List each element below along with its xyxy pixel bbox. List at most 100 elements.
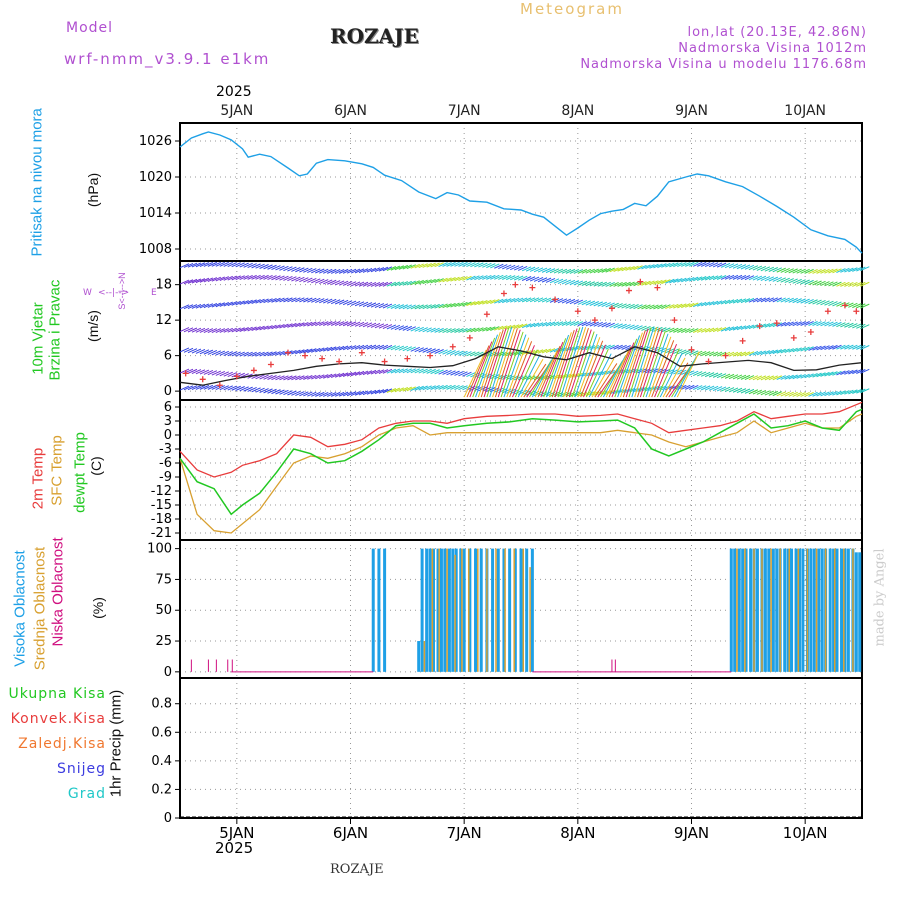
wind-barb [681,303,691,309]
wind-barb [414,347,424,353]
wind-barb [569,321,580,326]
cloud-bar [467,548,470,672]
wind-barb [243,351,253,357]
wind-barb [191,278,202,284]
wind-barb [203,349,214,355]
cloud-bar [529,567,531,672]
cloud-bar [207,659,209,672]
wind-barb [669,327,679,333]
wind-barb [808,391,818,397]
wind-barb [545,321,556,327]
wind-barb [677,303,687,309]
wind-barb [283,275,293,281]
wind-barb [422,262,432,268]
wind-barb [382,324,393,329]
wind-barb [689,276,699,282]
wind-barb [330,280,341,286]
wind-barb [311,297,321,303]
wind-barb [804,346,814,352]
wind-barb [828,344,838,350]
wind-barb [438,262,448,268]
wind-barb [494,351,504,357]
wind-barb [223,385,233,391]
cloud-bar [504,548,506,672]
cloud-bar [231,659,233,672]
cloud-bar [741,548,745,672]
wind-barb [418,347,428,353]
wind-barb [677,349,687,355]
wind-barb [438,303,448,309]
wind-barb [187,304,198,310]
wind-barb [776,267,786,273]
wind-barb [394,265,405,271]
wind-barb [772,375,782,381]
wind-barb [764,266,775,272]
wind-barb [374,369,385,375]
wind-barb [239,275,249,281]
wind-barb [462,275,472,281]
wind-barb [600,360,623,398]
wind-barb [434,327,444,333]
wind-barb [617,335,641,398]
wind-barb [812,299,822,305]
cloud-bar [496,548,500,672]
wind-barb [796,268,806,274]
cloud-bar [812,548,816,672]
wind-barb [211,276,222,282]
wind-barb [796,391,806,397]
wind-barb [840,322,850,328]
wind-barb [589,321,599,327]
wind-barb [374,281,385,287]
wind-barb [816,321,826,327]
wind-barb [665,304,675,309]
wind-barb [474,262,484,268]
cloud-bar [840,548,844,672]
wind-barb [788,297,798,303]
wind-barb [605,344,615,350]
wind-barb [832,268,842,274]
wind-barb [191,348,202,354]
wind-barb [716,299,727,305]
wind-barb [772,297,782,303]
wind-barb [191,262,202,268]
wind-barb [792,391,802,397]
cloud-bar [438,548,440,672]
wind-barb [736,388,747,394]
wind-barb [824,345,834,350]
wind-barb [283,375,293,381]
wind-barb [502,298,512,304]
wind-barb [545,268,556,274]
wind-barb [609,323,619,328]
wind-barb [760,276,771,281]
wind-barb [283,390,293,396]
wind-barb [195,303,206,309]
wind-barb [848,281,858,287]
wind-barb [533,391,544,397]
cloud-bar [749,548,753,672]
wind-barb [434,349,444,354]
wind-barb [609,267,619,273]
wind-barb [362,302,373,307]
wind-barb [852,303,862,309]
wind-barb [315,278,325,284]
wind-barb [521,323,532,329]
wind-barb [661,279,671,285]
wind-barb [330,268,341,274]
gust-marker [449,343,456,350]
wind-barb [557,391,568,397]
wind-barb [856,303,866,309]
wind-barb [430,348,440,354]
wind-barb [689,261,699,267]
wind-barb [589,268,599,274]
wind-barb [704,372,715,378]
wind-barb [394,281,405,287]
wind-barb [756,275,767,281]
wind-barb [346,391,357,397]
precip-frame [179,677,863,819]
wind-barb [557,268,568,274]
wind-barb [394,368,405,374]
wind-barb [653,326,663,332]
cloud-bar [783,548,787,672]
wind-barb [402,280,412,286]
cloud-bar [854,552,858,672]
